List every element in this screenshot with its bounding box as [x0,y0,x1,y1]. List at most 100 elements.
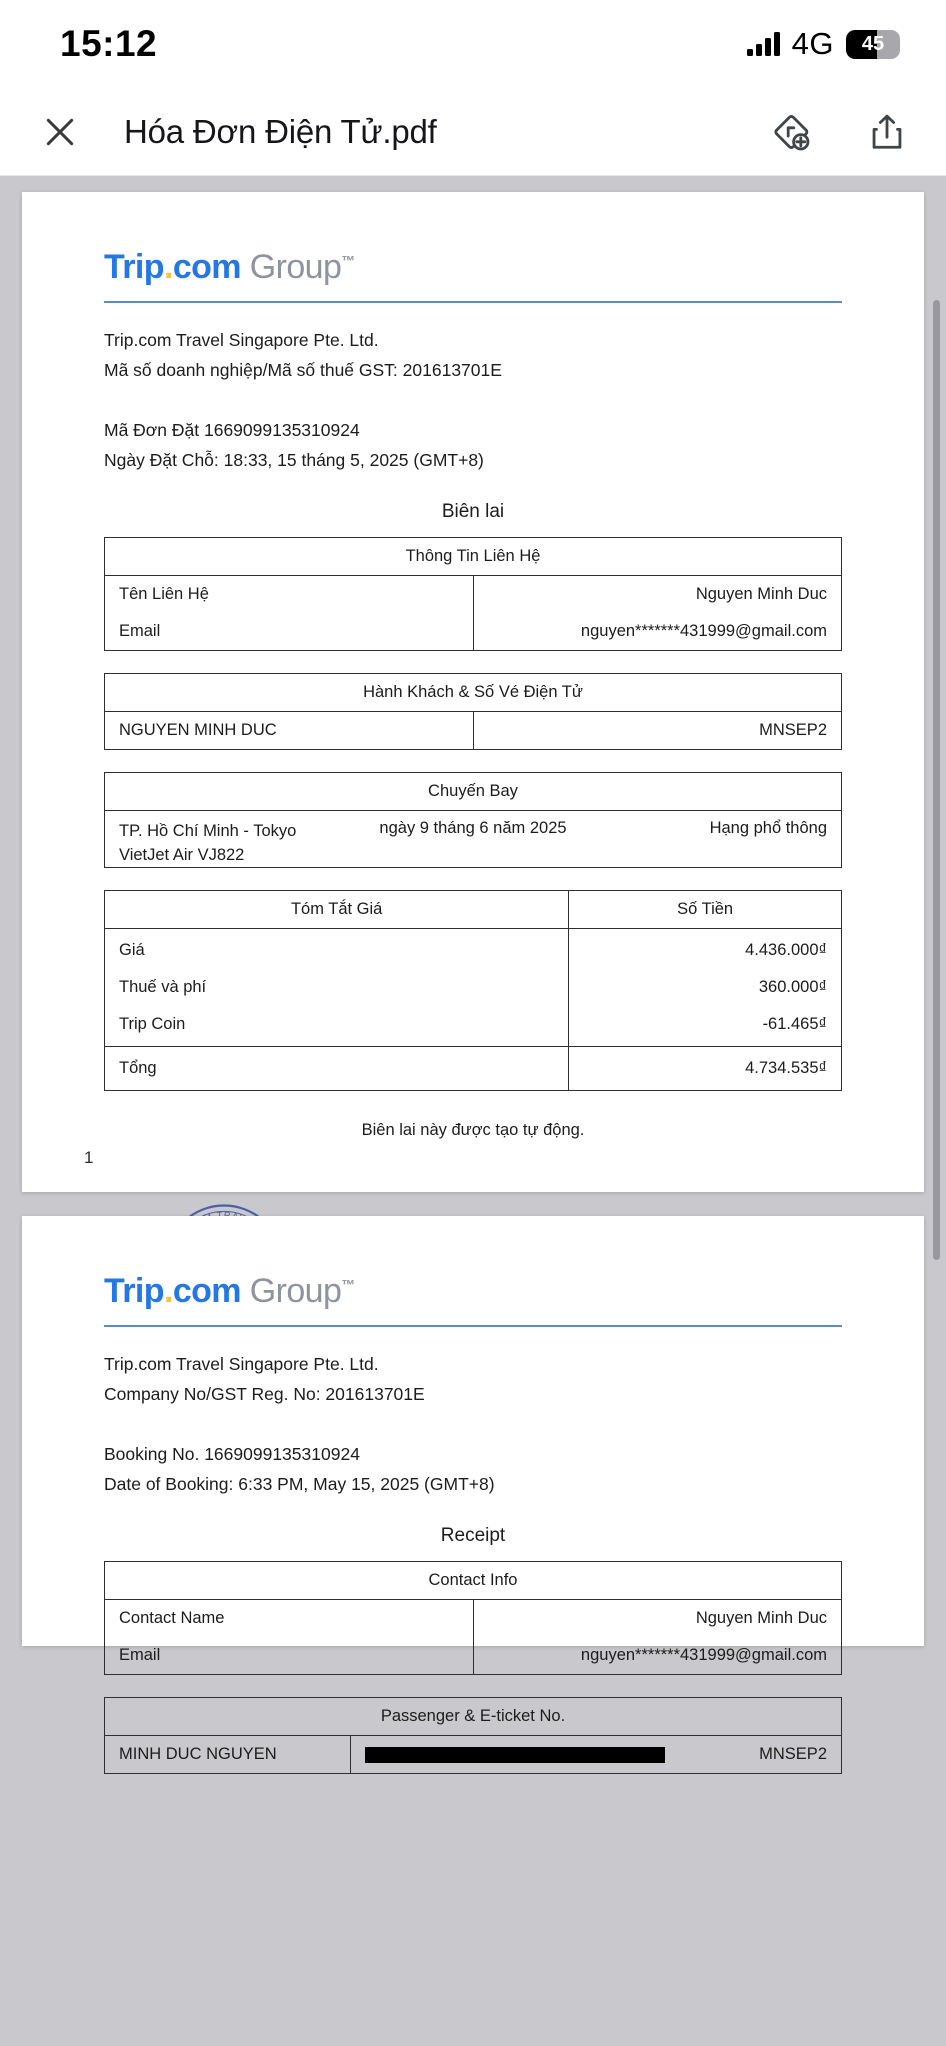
table-header-row: Passenger & E-ticket No. [104,1697,842,1736]
toolbar-actions [766,107,912,157]
contact-name-label: Contact Name [104,1599,474,1637]
table-row: Email nguyen*******431999@gmail.com [104,613,842,651]
contact-name-value: Nguyen Minh Duc [473,575,842,613]
logo-dot: . [163,248,173,286]
passenger-name: MINH DUC NGUYEN [104,1735,351,1774]
company-name: Trip.com Travel Singapore Pte. Ltd. [104,1354,379,1374]
status-bar: 15:12 4G 45 [0,0,946,88]
passenger-eticket-table: Passenger & E-ticket No. MINH DUC NGUYEN… [104,1697,842,1774]
flight-route-block: TP. Hồ Chí Minh - Tokyo VietJet Air VJ82… [119,819,296,867]
logo-com: com [172,248,242,286]
contact-info-header: Thông Tin Liên Hệ [104,537,842,576]
booking-date: Ngày Đặt Chỗ: 18:33, 15 tháng 5, 2025 (G… [104,450,484,470]
table-row: Contact Name Nguyen Minh Duc [104,1599,842,1637]
logo-dot: . [163,1272,173,1310]
flight-date: ngày 9 tháng 6 năm 2025 [379,819,567,837]
auto-generated-note: Biên lai này được tạo tự động. [361,1121,585,1139]
price-summary-table: Tóm Tắt Giá Số Tiền Giá 4.436.000₫ Thuế … [103,890,842,1091]
pdf-page-2: Trip.com Group™ Trip.com Travel Singapor… [22,1216,924,1774]
price-tripcoin-value: -61.465₫ [568,1006,842,1047]
page-number: 1 [84,1148,94,1167]
logo-trademark: ™ [341,1276,355,1293]
company-gst: Company No/GST Reg. No: 201613701E [104,1384,425,1404]
table-row: Tên Liên Hệ Nguyen Minh Duc [104,575,842,613]
booking-number: Mã Đơn Đặt 1669099135310924 [104,420,360,440]
receipt-title: Receipt [440,1525,506,1546]
flight-table: Chuyến Bay TP. Hồ Chí Minh - Tokyo VietJ… [104,772,842,868]
table-total-row: Tổng 4.734.535₫ [103,1046,842,1091]
table-row: Giá 4.436.000₫ [103,928,842,969]
company-meta: Trip.com Travel Singapore Pte. Ltd. Comp… [104,1349,842,1499]
contact-info-table: Thông Tin Liên Hệ Tên Liên Hệ Nguyen Min… [104,537,842,651]
contact-info-table: Contact Info Contact Name Nguyen Minh Du… [104,1561,842,1675]
close-icon[interactable] [34,106,86,158]
price-tax-label: Thuế và phí [103,969,570,1006]
table-row: NGUYEN MINH DUC MNSEP2 [104,711,842,750]
table-header-row: Contact Info [104,1561,842,1600]
add-markup-icon[interactable] [766,107,816,157]
contact-name-label: Tên Liên Hệ [104,575,474,613]
table-row: Email nguyen*******431999@gmail.com [104,1637,842,1675]
vertical-scrollbar[interactable] [933,300,940,1260]
table-header-row: Thông Tin Liên Hệ [104,537,842,576]
logo-group: Group [249,248,342,286]
table-row: MINH DUC NGUYEN MNSEP2 [104,1735,842,1774]
contact-email-label: Email [104,613,474,651]
passenger-header: Passenger & E-ticket No. [104,1697,842,1736]
price-fare-value: 4.436.000₫ [568,928,842,969]
company-name: Trip.com Travel Singapore Pte. Ltd. [104,330,379,350]
booking-date: Date of Booking: 6:33 PM, May 15, 2025 (… [104,1474,495,1494]
table-row: TP. Hồ Chí Minh - Tokyo VietJet Air VJ82… [104,810,842,868]
trip-com-group-logo: Trip.com Group™ [104,1272,842,1311]
company-meta: Trip.com Travel Singapore Pte. Ltd. Mã s… [104,325,842,475]
company-gst: Mã số doanh nghiệp/Mã số thuế GST: 20161… [104,360,502,380]
battery-level-label: 45 [861,32,885,55]
passenger-header: Hành Khách & Số Vé Điện Tử [104,673,842,712]
network-type-label: 4G [791,26,834,61]
table-row: Thuế và phí 360.000₫ [103,969,842,1006]
status-time: 15:12 [60,23,158,64]
price-summary-header: Tóm Tắt Giá [103,890,570,929]
status-indicators: 4G 45 [746,26,900,62]
passenger-eticket-no: MNSEP2 [473,711,842,750]
document-title: Hóa Đơn Điện Tử.pdf [124,112,437,150]
amount-header: Số Tiền [568,890,842,929]
contact-info-header: Contact Info [104,1561,842,1600]
trip-com-group-logo: Trip.com Group™ [104,248,842,287]
redaction-bar [350,1735,665,1774]
pdf-scroll-area[interactable]: Trip.com Group™ Trip.com Travel Singapor… [0,176,946,2046]
booking-number: Booking No. 1669099135310924 [104,1444,360,1464]
pdf-page-1: Trip.com Group™ Trip.com Travel Singapor… [22,192,924,1444]
share-icon[interactable] [862,107,912,157]
contact-email-value: nguyen*******431999@gmail.com [473,1637,842,1675]
contact-name-value: Nguyen Minh Duc [473,1599,842,1637]
pdf-viewer-toolbar: Hóa Đơn Điện Tử.pdf [0,88,946,176]
table-row: Trip Coin -61.465₫ [103,1006,842,1047]
battery-icon: 45 [846,29,900,59]
receipt-title: Biên lai [441,501,505,522]
flight-airline: VietJet Air VJ822 [119,846,245,864]
contact-email-value: nguyen*******431999@gmail.com [473,613,842,651]
table-header-row: Hành Khách & Số Vé Điện Tử [104,673,842,712]
logo-divider [104,301,842,303]
passenger-eticket-no: MNSEP2 [595,1735,842,1774]
passenger-name: NGUYEN MINH DUC [104,711,474,750]
table-header-row: Tóm Tắt Giá Số Tiền [103,890,842,929]
price-total-label: Tổng [103,1046,570,1091]
logo-trademark: ™ [341,252,355,269]
logo-com: com [172,1272,242,1310]
signal-bars-icon [746,32,780,56]
flight-cabin-class: Hạng phổ thông [709,819,827,837]
flight-header: Chuyến Bay [104,772,842,811]
logo-trip: Trip [104,248,165,286]
price-total-value: 4.734.535₫ [568,1046,842,1091]
flight-details: TP. Hồ Chí Minh - Tokyo VietJet Air VJ82… [105,811,841,867]
price-tax-value: 360.000₫ [568,969,842,1006]
contact-email-label: Email [104,1637,474,1675]
passenger-eticket-table: Hành Khách & Số Vé Điện Tử NGUYEN MINH D… [104,673,842,750]
logo-group: Group [249,1272,342,1310]
table-header-row: Chuyến Bay [104,772,842,811]
price-tripcoin-label: Trip Coin [103,1006,570,1047]
logo-trip: Trip [104,1272,165,1310]
